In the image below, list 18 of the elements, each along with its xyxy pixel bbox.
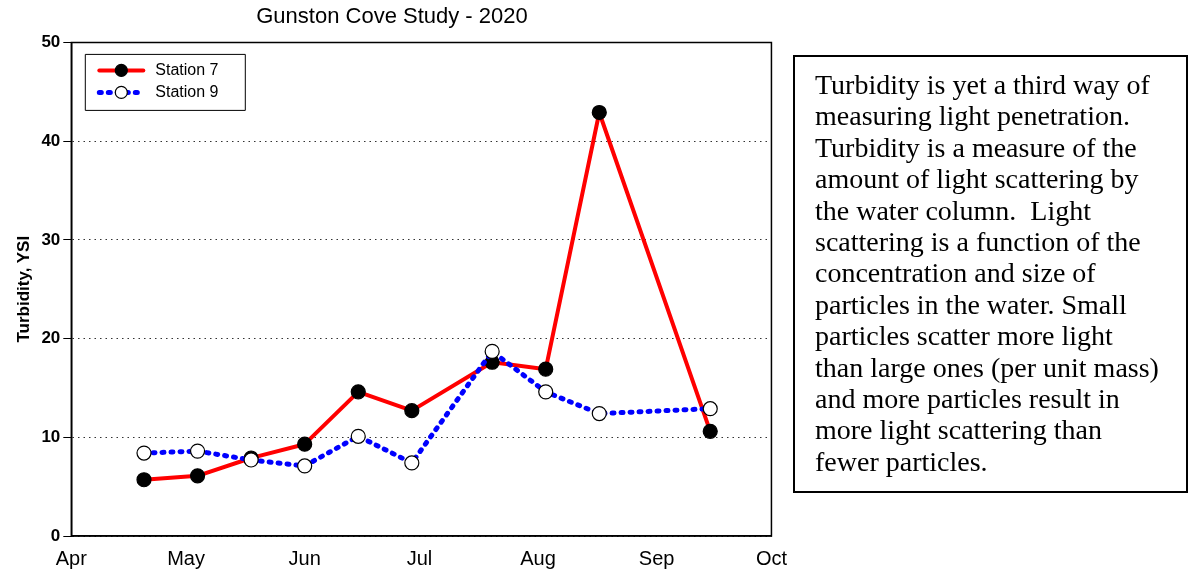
- x-tick-label: Sep: [638, 546, 675, 569]
- chart-title: Gunston Cove Study - 2020: [256, 3, 528, 29]
- y-tick-label: 40: [41, 130, 61, 150]
- x-tick-label: Jul: [406, 546, 433, 569]
- y-tick-label: 0: [50, 525, 61, 545]
- text: Turbidity is yet a third way of measuring light penetration. Turbidity is a measure of the amount of light scattering by the water column. Light scattering is a function of the concentration and size of particles in the water. Small particles scatter more light than large ones (per unit mass) and more particles result in more light scattering than fewer particles.: [815, 69, 1159, 477]
- legend-label: Station 9: [155, 82, 219, 100]
- y-tick-label: 30: [41, 229, 61, 249]
- y-axis-title: Turbidity, YSI: [13, 235, 33, 343]
- y-tick-label: 20: [41, 328, 61, 348]
- x-tick-label: May: [167, 546, 205, 569]
- x-tick-label: Apr: [55, 546, 88, 569]
- x-tick-label: Aug: [520, 546, 556, 569]
- x-tick-label: Jun: [288, 546, 321, 569]
- y-tick-label: 50: [41, 32, 61, 52]
- x-tick-label: Oct: [755, 546, 788, 569]
- legend-label: Station 7: [155, 60, 219, 78]
- y-tick-label: 10: [41, 426, 61, 446]
